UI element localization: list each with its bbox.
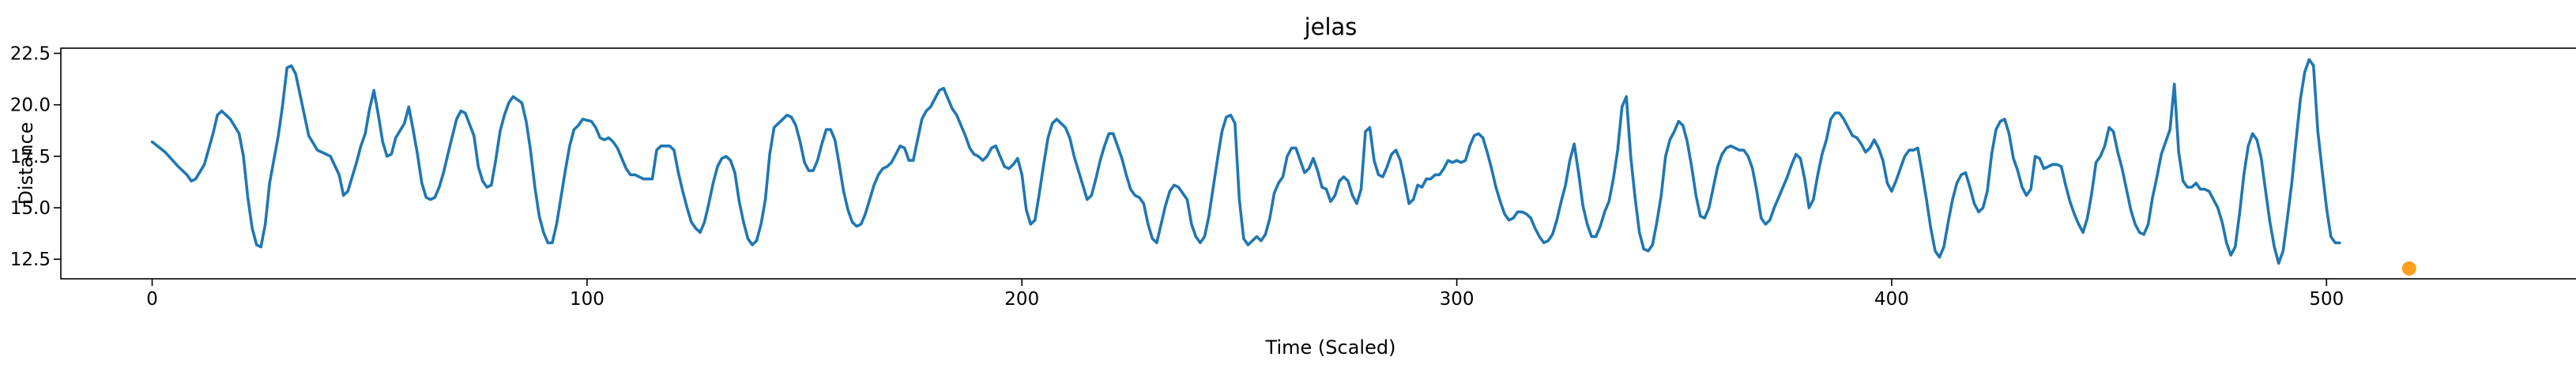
y-tick-label: 17.5 [10,147,51,167]
chart-title: jelas [1304,13,1358,40]
x-tick-label: 200 [1004,289,1039,310]
y-axis-label: Distance [15,122,37,205]
x-axis: 0 100 200 300 400 500 [146,279,2344,310]
x-axis-label: Time (Scaled) [1265,336,1396,359]
y-tick-label: 12.5 [10,250,51,270]
y-tick-label: 20.0 [10,96,51,116]
highlight-point [2401,261,2416,276]
y-tick-label: 22.5 [10,44,51,65]
plot-area: 0 100 200 300 400 500 12.5 15.0 17.5 20.0 22.5 [10,44,2576,310]
x-tick-label: 0 [146,289,158,310]
y-tick-label: 15.0 [10,198,51,219]
x-tick-label: 300 [1440,289,1474,310]
x-tick-label: 500 [2309,289,2344,310]
y-axis: 12.5 15.0 17.5 20.0 22.5 [10,44,61,270]
series-line [150,58,2341,265]
plot-frame [60,47,2576,280]
x-tick-label: 400 [1874,289,1909,310]
x-tick-label: 100 [570,289,604,310]
highlight-markers [2401,261,2416,276]
